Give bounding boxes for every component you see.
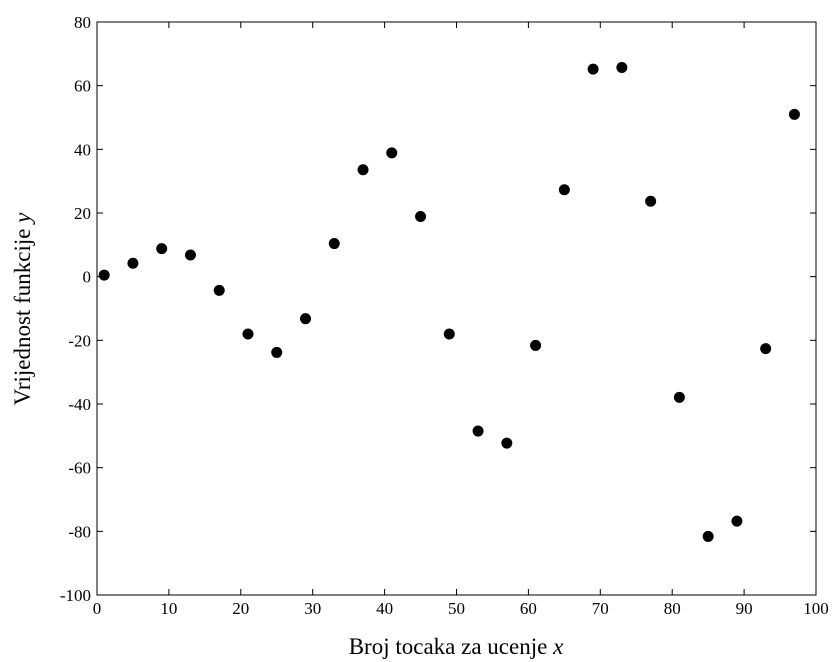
y-axis-label: Vrijednost funkcije y xyxy=(10,212,35,406)
data-point xyxy=(271,346,283,358)
x-tick-label: 100 xyxy=(803,599,829,618)
x-tick-label: 90 xyxy=(736,599,753,618)
data-point xyxy=(616,62,628,74)
data-point xyxy=(386,147,398,159)
data-point xyxy=(98,269,110,281)
data-point xyxy=(673,391,685,403)
y-tick-label: -40 xyxy=(68,395,91,414)
data-point xyxy=(156,243,168,255)
data-point xyxy=(760,343,772,355)
data-point xyxy=(213,284,225,296)
data-point xyxy=(184,249,196,261)
data-point xyxy=(357,164,369,176)
y-tick-label: 60 xyxy=(74,77,91,96)
y-tick-label: 80 xyxy=(74,13,91,32)
y-tick-label: -100 xyxy=(60,586,91,605)
data-points xyxy=(98,62,800,542)
data-point xyxy=(242,328,254,340)
x-tick-label: 0 xyxy=(93,599,102,618)
data-point xyxy=(788,108,800,120)
data-point xyxy=(731,515,743,527)
y-tick-label: -20 xyxy=(68,331,91,350)
data-point xyxy=(472,425,484,437)
data-point xyxy=(328,238,340,250)
data-point xyxy=(443,328,455,340)
axis-ticks xyxy=(96,21,817,596)
data-point xyxy=(587,63,599,75)
y-tick-label: -60 xyxy=(68,459,91,478)
data-point xyxy=(501,437,513,449)
data-point xyxy=(300,313,312,325)
x-tick-label: 40 xyxy=(376,599,393,618)
x-tick-label: 70 xyxy=(592,599,609,618)
plot-area xyxy=(96,21,817,596)
x-tick-label: 80 xyxy=(664,599,681,618)
data-point xyxy=(645,195,657,207)
data-point xyxy=(415,211,427,223)
y-tick-label: 40 xyxy=(74,140,91,159)
x-tick-label: 30 xyxy=(304,599,321,618)
data-point xyxy=(530,339,542,351)
y-tick-label: 20 xyxy=(74,204,91,223)
x-tick-label: 60 xyxy=(520,599,537,618)
x-axis-label: Broj tocaka za ucenje x xyxy=(349,634,564,659)
data-point xyxy=(558,184,570,196)
x-tick-label: 20 xyxy=(232,599,249,618)
y-tick-label: -80 xyxy=(68,522,91,541)
data-point xyxy=(127,257,139,269)
x-tick-label: 50 xyxy=(448,599,465,618)
y-tick-label: 0 xyxy=(83,268,92,287)
data-point xyxy=(702,530,714,542)
x-tick-label: 10 xyxy=(160,599,177,618)
tick-labels: 0 10 20 30 40 50 60 70 80 90 100 -100 -80 -60 -40 -20 0 2… xyxy=(60,13,829,618)
